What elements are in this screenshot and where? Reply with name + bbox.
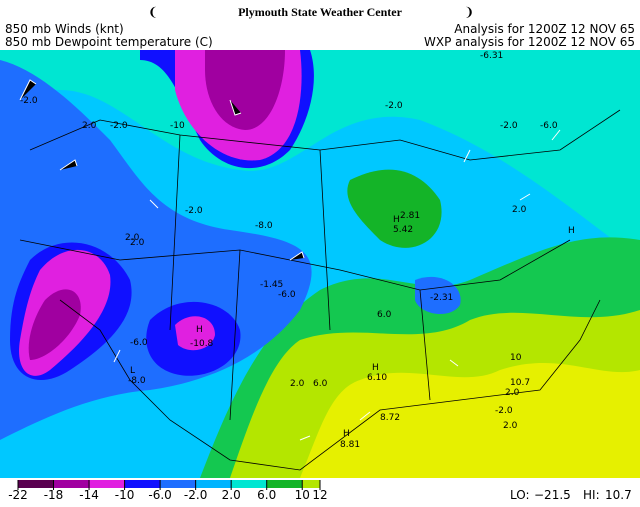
wind-barbs: [19, 79, 561, 441]
station-label: H: [343, 429, 350, 439]
station-label: H: [372, 363, 379, 373]
station-label: 5.42: [393, 225, 413, 235]
colorbar-label: 10: [295, 488, 310, 502]
analysis-time: Analysis for 1200Z 12 NOV 65: [454, 22, 635, 36]
station-label: 6.0: [377, 310, 392, 320]
logo-mark: ❨: [148, 5, 158, 19]
station-label: 6.0: [313, 379, 328, 389]
station-label: -2.0: [20, 96, 38, 106]
field: [300, 362, 640, 478]
boundaries: [19, 109, 621, 471]
station-label: -10.8: [190, 339, 214, 349]
station-label: -6.0: [130, 338, 148, 348]
lo-value: −21.5: [534, 488, 571, 502]
station-label: -2.31: [430, 293, 453, 303]
station-label: H: [568, 226, 575, 236]
station-label: -6.0: [278, 290, 296, 300]
field: [347, 169, 442, 248]
station-label: -6.31: [480, 51, 503, 61]
lo-label: LO:: [510, 488, 530, 502]
station-label: 2.0: [503, 421, 518, 431]
subtitle: 850 mb Winds (knt): [5, 22, 124, 36]
colorbar-swatch: [231, 480, 267, 488]
station-label: 2.81: [400, 211, 420, 221]
station-label: 2.0: [512, 205, 527, 215]
station-label: 2.0: [130, 238, 145, 248]
colorbar-label: -6.0: [148, 488, 171, 502]
logo-mark: ❩: [464, 5, 474, 19]
colorbar-swatch: [160, 480, 196, 488]
colorbar-label: -14: [79, 488, 99, 502]
colorbar-swatch: [18, 480, 54, 488]
field: [205, 50, 285, 130]
colorbar-label: -10: [115, 488, 135, 502]
station-label: 10: [510, 353, 522, 363]
colorbar-swatch: [53, 480, 90, 488]
station-label: H: [393, 215, 400, 225]
station-label: -8.0: [255, 221, 273, 231]
station-label: 2.0: [505, 388, 520, 398]
station-label: 2.0: [125, 233, 140, 243]
station-label: 8.81: [340, 440, 360, 450]
title: Plymouth State Weather Center: [238, 5, 403, 19]
field: [0, 50, 640, 260]
station-label: -8.0: [128, 376, 146, 386]
colorbar-label: 12: [312, 488, 327, 502]
station-label: -6.0: [540, 121, 558, 131]
hi-value: 10.7: [605, 488, 632, 502]
station-label: -10: [170, 121, 185, 131]
colorbar-label: 2.0: [222, 488, 241, 502]
map: [0, 50, 640, 478]
colorbar-swatch: [195, 480, 232, 488]
station-label: -2.0: [500, 121, 518, 131]
station-label: 6.10: [367, 373, 387, 383]
colorbar-label: -22: [8, 488, 28, 502]
station-label: -2.0: [110, 121, 128, 131]
colorbar-swatch: [302, 480, 320, 488]
station-label: H: [196, 325, 203, 335]
colorbar-swatch: [266, 480, 303, 488]
station-label: 10.7: [510, 378, 530, 388]
colorbar-swatch: [89, 480, 125, 488]
station-label: L: [130, 366, 135, 376]
colorbar-label: 6.0: [257, 488, 276, 502]
colorbar-swatch: [124, 480, 161, 488]
station-label: 2.0: [82, 121, 97, 131]
station-label: 2.0: [290, 379, 305, 389]
station-label: 8.72: [380, 413, 400, 423]
station-label: -2.0: [495, 406, 513, 416]
subtitle: 850 mb Dewpoint temperature (C): [5, 35, 213, 49]
station-label: -2.0: [385, 101, 403, 111]
field: [175, 316, 215, 351]
hi-label: HI:: [583, 488, 600, 502]
field: [28, 289, 81, 360]
colorbar: -22 -18 -14 -10 -6.0 -2.0 2.0 6.0 10 12 LO: −21.5 HI…: [0, 478, 640, 503]
analysis-time: WXP analysis for 1200Z 12 NOV 65: [424, 35, 635, 49]
station-label: -1.45: [260, 280, 283, 290]
station-label: -2.0: [185, 206, 203, 216]
colorbar-label: -18: [44, 488, 64, 502]
colorbar-label: -2.0: [184, 488, 207, 502]
